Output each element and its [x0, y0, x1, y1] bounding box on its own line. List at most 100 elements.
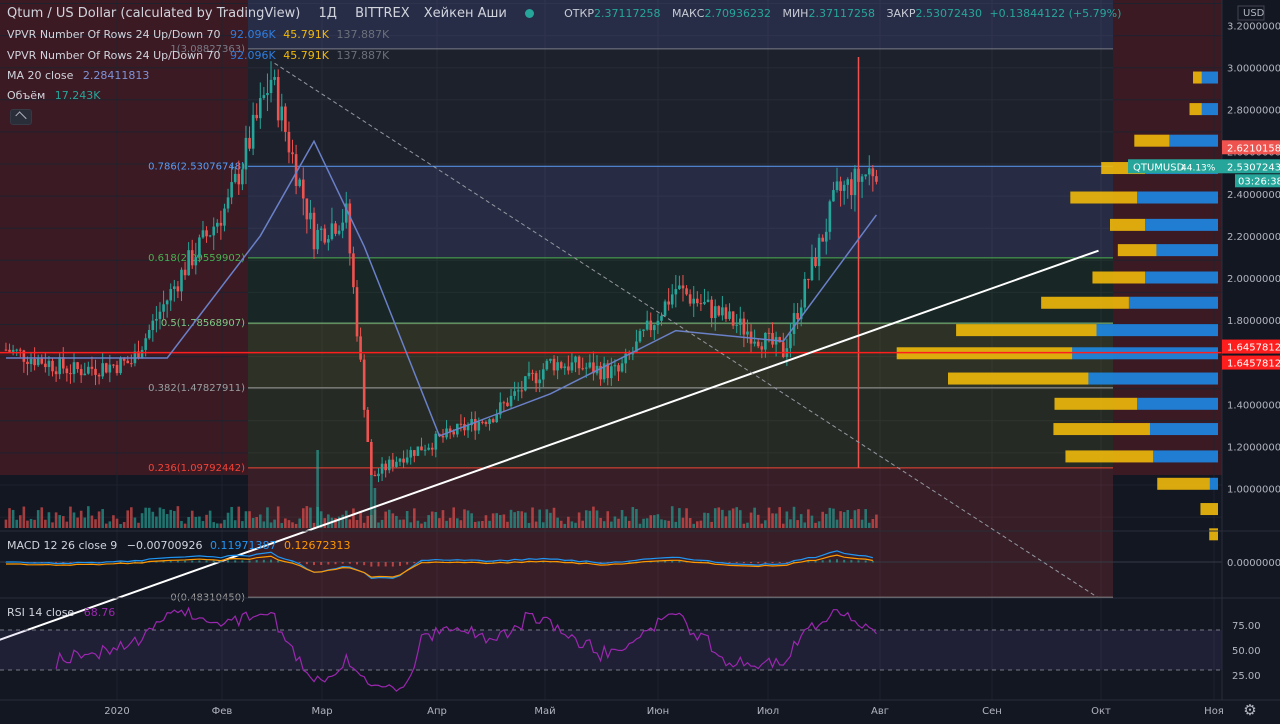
candle-body[interactable]: [22, 350, 26, 362]
legend-rsi[interactable]: RSI 14 close 68.76: [7, 606, 116, 619]
candle-body[interactable]: [638, 330, 642, 342]
candle-body[interactable]: [140, 349, 144, 359]
candle-body[interactable]: [681, 285, 685, 289]
candle-body[interactable]: [498, 402, 502, 415]
candle-body[interactable]: [502, 402, 506, 404]
candle-body[interactable]: [853, 168, 857, 196]
candle-body[interactable]: [656, 320, 660, 326]
candle-body[interactable]: [319, 228, 323, 230]
candle-body[interactable]: [520, 390, 524, 392]
candle-body[interactable]: [36, 358, 40, 366]
candle-body[interactable]: [201, 230, 205, 238]
candle-body[interactable]: [230, 182, 233, 198]
candle-body[interactable]: [810, 256, 814, 281]
candle-body[interactable]: [61, 357, 65, 369]
settings-gear-icon[interactable]: ⚙: [1243, 701, 1257, 719]
candle-body[interactable]: [835, 181, 839, 191]
candle-body[interactable]: [767, 332, 771, 334]
chart-style-label[interactable]: Хейкен Аши: [423, 6, 507, 21]
candle-body[interactable]: [58, 357, 61, 375]
candle-body[interactable]: [54, 371, 58, 375]
candle-body[interactable]: [244, 137, 248, 170]
candle-body[interactable]: [541, 369, 545, 380]
candle-body[interactable]: [513, 391, 516, 396]
candle-body[interactable]: [262, 95, 266, 99]
candle-body[interactable]: [713, 306, 717, 319]
candle-body[interactable]: [663, 301, 667, 316]
candle-body[interactable]: [824, 231, 828, 242]
candle-body[interactable]: [90, 366, 94, 369]
candle-body[interactable]: [101, 363, 104, 377]
currency-box[interactable]: [1237, 5, 1265, 21]
candle-body[interactable]: [362, 359, 366, 410]
candle-body[interactable]: [402, 458, 405, 463]
legend-ma[interactable]: MA 20 close 2.28411813: [7, 69, 150, 82]
candle-body[interactable]: [183, 269, 187, 276]
candle-body[interactable]: [409, 450, 413, 458]
candle-body[interactable]: [764, 332, 767, 350]
candle-body[interactable]: [233, 173, 237, 183]
candle-body[interactable]: [592, 362, 595, 374]
candle-body[interactable]: [18, 349, 22, 351]
candle-body[interactable]: [509, 395, 513, 407]
candle-body[interactable]: [814, 256, 817, 267]
candle-body[interactable]: [545, 360, 549, 370]
candle-body[interactable]: [703, 301, 706, 304]
candle-body[interactable]: [51, 360, 54, 372]
candle-body[interactable]: [65, 368, 69, 374]
candle-body[interactable]: [144, 338, 147, 350]
candle-body[interactable]: [624, 353, 627, 364]
legend-macd[interactable]: MACD 12 26 close 9 −0.00700926 0.1197138…: [7, 539, 351, 552]
candle-body[interactable]: [434, 433, 438, 450]
ma20-line[interactable]: [6, 139, 878, 437]
candle-body[interactable]: [162, 304, 165, 312]
candle-body[interactable]: [312, 212, 316, 250]
interval-label[interactable]: 1Д: [318, 6, 337, 21]
candle-body[interactable]: [756, 341, 760, 347]
candle-body[interactable]: [40, 358, 44, 364]
candle-body[interactable]: [645, 320, 649, 330]
candle-body[interactable]: [104, 363, 108, 373]
candle-body[interactable]: [366, 409, 370, 442]
candle-body[interactable]: [377, 473, 380, 477]
candle-body[interactable]: [867, 168, 871, 175]
candle-body[interactable]: [194, 256, 198, 266]
candle-body[interactable]: [373, 474, 377, 477]
candle-body[interactable]: [685, 288, 688, 295]
candle-body[interactable]: [678, 285, 681, 290]
candle-body[interactable]: [538, 379, 541, 384]
candle-body[interactable]: [491, 419, 495, 423]
candle-body[interactable]: [355, 287, 359, 337]
legend-volume[interactable]: Объём 17.243K: [7, 89, 101, 102]
candle-body[interactable]: [341, 222, 344, 231]
candle-body[interactable]: [771, 333, 774, 345]
candle-body[interactable]: [169, 289, 173, 301]
candle-body[interactable]: [828, 201, 832, 232]
candle-body[interactable]: [706, 299, 710, 302]
candle-body[interactable]: [635, 341, 638, 352]
candle-body[interactable]: [613, 365, 617, 367]
candle-body[interactable]: [470, 419, 473, 426]
candle-body[interactable]: [119, 357, 122, 374]
candle-body[interactable]: [97, 374, 101, 377]
candle-body[interactable]: [610, 366, 613, 379]
candle-body[interactable]: [416, 446, 420, 456]
candle-body[interactable]: [653, 325, 656, 331]
candle-body[interactable]: [309, 212, 312, 220]
candle-body[interactable]: [158, 311, 162, 319]
candle-body[interactable]: [728, 311, 731, 319]
candle-body[interactable]: [778, 337, 781, 343]
candle-body[interactable]: [112, 364, 115, 366]
candle-body[interactable]: [688, 294, 692, 304]
candle-body[interactable]: [473, 419, 477, 431]
candle-body[interactable]: [803, 278, 807, 308]
candle-body[interactable]: [255, 114, 259, 119]
candle-body[interactable]: [606, 363, 610, 379]
candle-body[interactable]: [198, 237, 201, 257]
candle-body[interactable]: [484, 422, 488, 424]
candle-body[interactable]: [334, 223, 337, 234]
candle-body[interactable]: [26, 361, 29, 365]
candle-body[interactable]: [287, 131, 291, 153]
candle-body[interactable]: [8, 349, 11, 352]
candle-body[interactable]: [735, 324, 739, 326]
